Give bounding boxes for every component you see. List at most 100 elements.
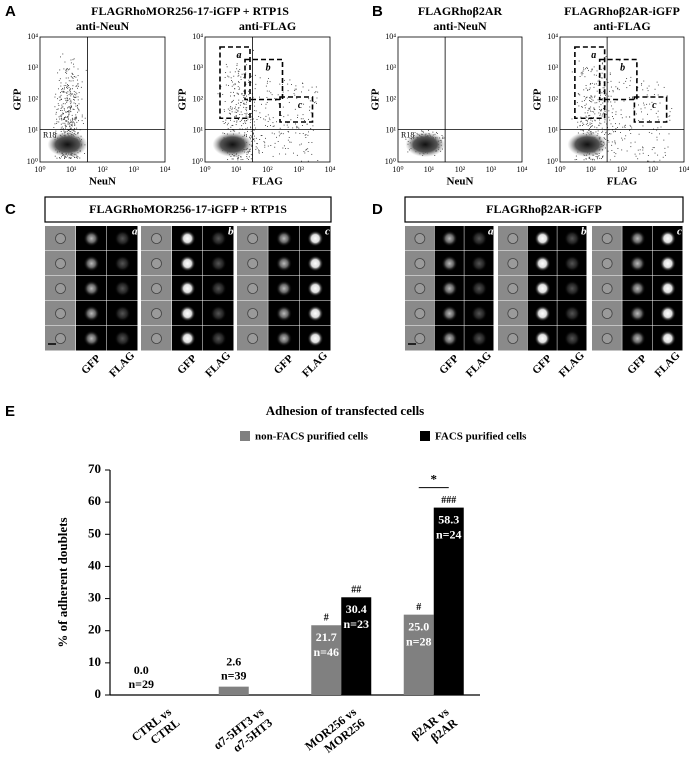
event-dot xyxy=(258,150,260,152)
x-tick-label: 10² xyxy=(617,165,628,174)
event-dot xyxy=(247,118,249,120)
event-dot xyxy=(588,130,590,132)
event-dot xyxy=(261,135,263,136)
event-dot xyxy=(68,130,70,131)
y-tick-label: 30 xyxy=(88,590,101,605)
event-dot xyxy=(65,117,67,118)
cell-outline xyxy=(55,308,66,319)
event-dot xyxy=(594,159,595,161)
event-dot xyxy=(606,123,607,125)
event-dot xyxy=(589,100,590,101)
cell-signal xyxy=(307,305,324,322)
event-dot xyxy=(615,153,617,155)
panel-header: FLAGRhoβ2AR-iGFP xyxy=(486,202,602,216)
event-dot xyxy=(59,158,61,159)
column-label: GFP xyxy=(530,352,554,376)
event-dot xyxy=(269,125,271,126)
event-dot xyxy=(264,142,266,144)
event-dot xyxy=(295,132,297,134)
event-dot xyxy=(589,156,591,158)
event-dot xyxy=(60,94,62,96)
event-dot xyxy=(663,139,665,141)
event-dot xyxy=(603,87,605,89)
event-dot xyxy=(75,85,77,87)
event-dot xyxy=(591,122,593,124)
event-dot xyxy=(245,108,247,110)
event-dot xyxy=(239,117,240,119)
event-dot xyxy=(589,131,591,133)
event-dot xyxy=(241,114,243,116)
event-dot xyxy=(230,130,232,132)
event-dot xyxy=(245,128,247,130)
event-dot xyxy=(69,89,71,91)
event-dot xyxy=(307,148,309,150)
event-dot xyxy=(612,90,614,91)
event-dot xyxy=(61,110,63,111)
event-dot xyxy=(647,154,649,156)
event-dot xyxy=(634,141,636,143)
x-tick-label: 10¹ xyxy=(424,165,435,174)
event-dot xyxy=(59,115,61,117)
event-dot xyxy=(258,152,260,154)
cell-signal xyxy=(564,280,581,297)
cell-outline xyxy=(507,233,519,244)
event-dot xyxy=(287,90,289,92)
event-dot xyxy=(254,101,255,103)
event-dot xyxy=(641,84,643,86)
event-dot xyxy=(58,80,60,81)
event-dot xyxy=(241,125,243,127)
event-dot xyxy=(74,96,76,98)
event-dot xyxy=(243,73,245,75)
event-dot xyxy=(57,72,59,74)
event-dot xyxy=(307,134,309,136)
event-dot xyxy=(65,69,67,71)
event-dot xyxy=(71,122,73,123)
event-dot xyxy=(582,130,584,132)
event-dot xyxy=(66,92,68,94)
event-dot xyxy=(588,108,590,110)
event-dot xyxy=(62,103,64,105)
event-dot xyxy=(269,119,271,121)
event-dot xyxy=(55,93,57,95)
event-dot xyxy=(597,80,599,82)
event-dot xyxy=(639,153,641,155)
event-dot xyxy=(585,115,587,117)
event-dot xyxy=(618,89,620,91)
event-dot xyxy=(253,132,254,134)
event-dot xyxy=(596,70,598,72)
event-dot xyxy=(64,131,66,133)
event-dot xyxy=(629,124,631,126)
event-dot xyxy=(70,62,72,64)
event-dot xyxy=(584,105,586,106)
event-dot xyxy=(275,100,277,101)
event-dot xyxy=(66,87,68,89)
event-dot xyxy=(84,153,85,154)
event-dot xyxy=(259,77,261,79)
event-dot xyxy=(634,153,636,155)
event-dot xyxy=(279,153,280,155)
event-dot xyxy=(608,141,610,143)
n-label: n=46 xyxy=(313,645,339,659)
gate-label: R18 xyxy=(401,131,414,140)
cell-signal xyxy=(564,330,581,347)
event-dot xyxy=(237,107,239,109)
x-tick-label: 10³ xyxy=(486,165,497,174)
event-dot xyxy=(651,101,653,103)
event-dot xyxy=(601,72,603,74)
bracket-label: * xyxy=(431,472,438,487)
column-label: GFP xyxy=(437,352,461,376)
event-dot xyxy=(227,108,229,110)
event-dot xyxy=(64,124,66,126)
event-dot xyxy=(75,94,77,96)
event-dot xyxy=(294,94,296,96)
cell-signal xyxy=(114,255,131,272)
event-dot xyxy=(283,124,285,126)
event-dot xyxy=(598,124,600,126)
event-dot xyxy=(72,77,74,79)
event-dot xyxy=(301,160,302,162)
x-tick-label: 10¹ xyxy=(586,165,597,174)
event-dot xyxy=(315,91,317,93)
column-label: FLAG xyxy=(203,349,233,379)
event-dot xyxy=(654,152,656,154)
event-dot xyxy=(580,120,582,122)
